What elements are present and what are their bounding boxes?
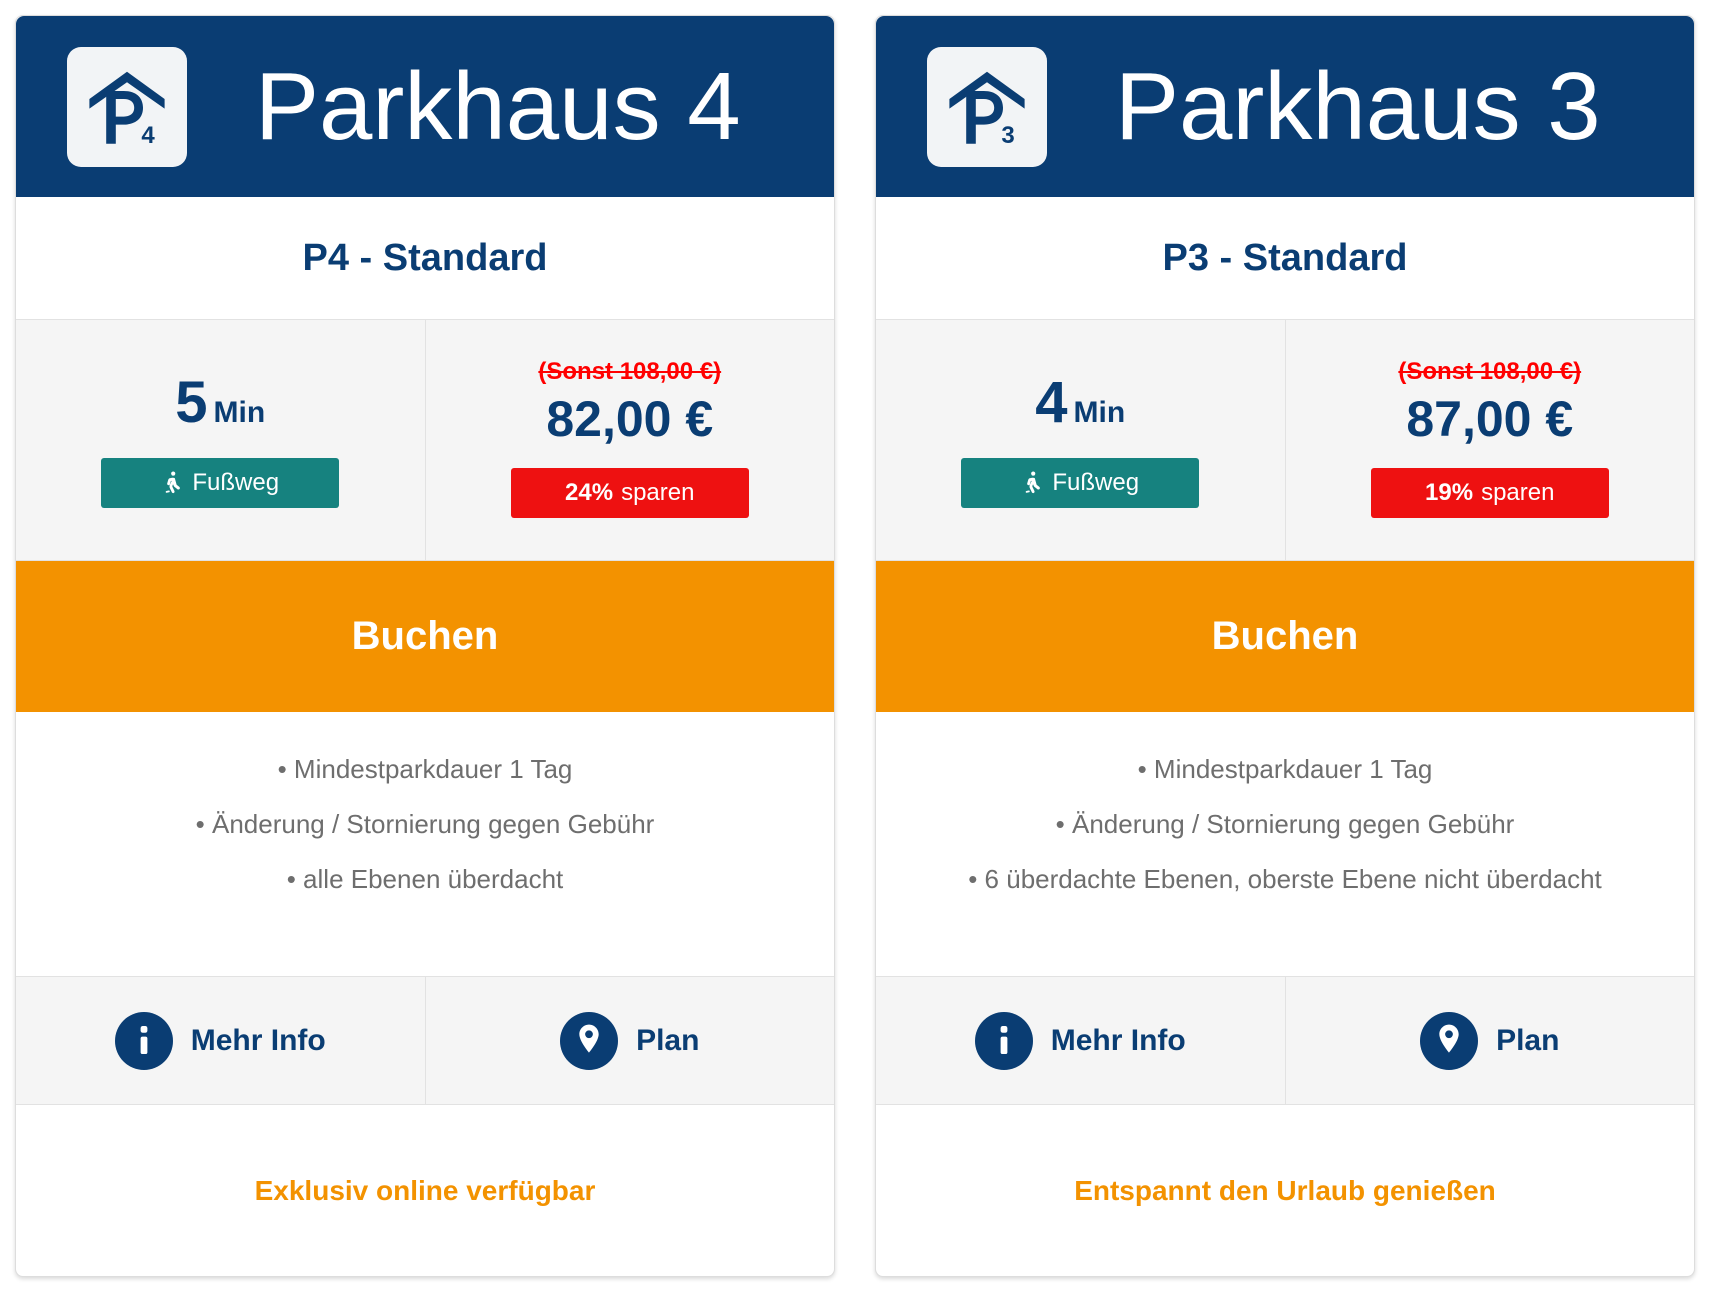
svg-text:3: 3: [1001, 122, 1014, 147]
svg-text:4: 4: [141, 122, 155, 147]
